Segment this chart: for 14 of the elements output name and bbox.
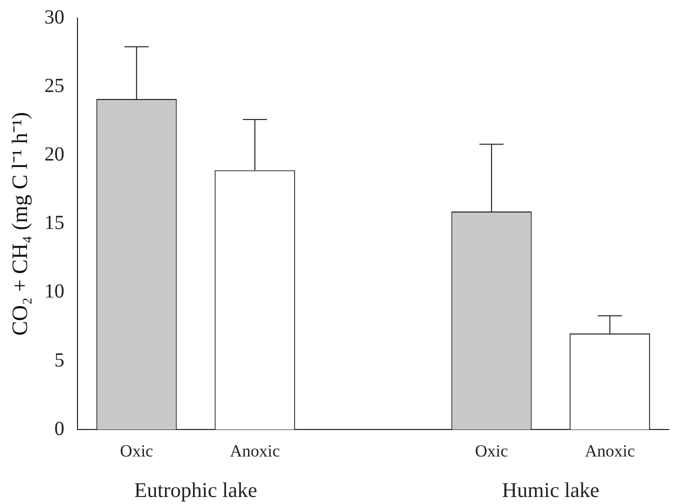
y-tick-label: 15 — [44, 212, 64, 234]
x-tick-label: Oxic — [120, 441, 154, 460]
x-tick-label: Oxic — [474, 441, 508, 460]
y-tick-label: 10 — [44, 280, 64, 303]
y-tick-label: 20 — [44, 143, 64, 166]
x-tick-label: Anoxic — [230, 441, 280, 460]
y-tick-label: 5 — [54, 349, 64, 372]
text: Humic lake — [502, 478, 600, 502]
y-tick-label: 30 — [44, 6, 64, 28]
y-tick-label: 0 — [54, 418, 64, 440]
text: Eutrophic lake — [134, 478, 258, 502]
y-tick-label: 25 — [44, 74, 64, 97]
y-axis-title: CO₂ + CH₄ (mg C l⁻¹ h⁻¹) — [6, 112, 32, 336]
x-tick-label: Anoxic — [584, 441, 636, 460]
